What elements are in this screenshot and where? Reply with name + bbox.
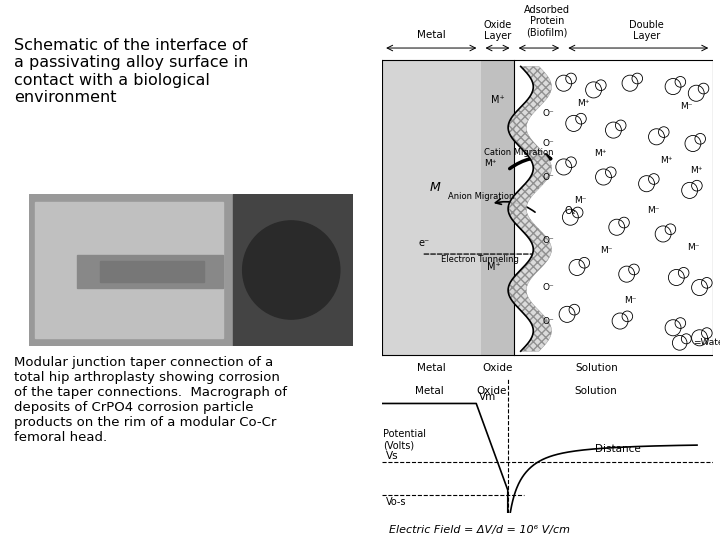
Text: Schematic of the interface of
a passivating alloy surface in
contact with a biol: Schematic of the interface of a passivat… [14, 38, 249, 105]
Text: Double
Layer: Double Layer [629, 20, 664, 42]
Text: Potential
(Volts): Potential (Volts) [383, 429, 426, 450]
Text: Oxide: Oxide [477, 386, 507, 396]
Text: M⁻: M⁻ [680, 102, 693, 111]
Text: Metal: Metal [417, 363, 446, 373]
Text: Modular junction taper connection of a
total hip arthroplasty showing corrosion
: Modular junction taper connection of a t… [14, 356, 287, 444]
Text: Oxide
Layer: Oxide Layer [483, 20, 512, 42]
Text: Cation Migration: Cation Migration [485, 148, 554, 157]
Text: Distance: Distance [595, 444, 641, 455]
Bar [481, 60, 514, 355]
Text: Adsorbed
Protein
(Biofilm): Adsorbed Protein (Biofilm) [524, 5, 570, 38]
Text: M⁺: M⁺ [660, 156, 672, 165]
Text: Vm: Vm [480, 392, 497, 402]
Text: M⁻: M⁻ [574, 196, 587, 205]
Text: O₂: O₂ [564, 206, 576, 215]
Bar [100, 261, 204, 282]
Text: Oxide: Oxide [482, 363, 513, 373]
Text: Electron Tunneling: Electron Tunneling [441, 255, 519, 265]
Polygon shape [508, 66, 552, 351]
Text: Anion Migration: Anion Migration [448, 192, 514, 201]
Text: M⁺: M⁺ [487, 262, 501, 273]
Bar [382, 60, 481, 355]
Text: O⁻: O⁻ [543, 236, 554, 245]
Text: Vo-s: Vo-s [387, 497, 407, 507]
Text: M⁺: M⁺ [485, 159, 497, 168]
Text: M: M [429, 180, 440, 193]
Text: Electric Field = ΔV/d = 10⁶ V/cm: Electric Field = ΔV/d = 10⁶ V/cm [389, 524, 570, 535]
Text: O⁻: O⁻ [543, 283, 554, 292]
Text: Vs: Vs [387, 450, 399, 461]
Ellipse shape [243, 221, 340, 319]
Text: M⁻: M⁻ [600, 246, 613, 255]
Bar [78, 255, 223, 288]
Bar [35, 202, 223, 338]
Text: O⁻: O⁻ [543, 316, 554, 326]
Bar [233, 194, 353, 346]
Text: Metal: Metal [417, 30, 446, 39]
Text: M⁺: M⁺ [594, 149, 606, 158]
Text: Metal: Metal [415, 386, 444, 396]
Text: M⁻: M⁻ [624, 296, 636, 306]
Text: =Water: =Water [693, 339, 720, 347]
Text: M⁺: M⁺ [490, 95, 505, 105]
Text: Solution: Solution [575, 363, 618, 373]
Text: M⁻: M⁻ [647, 206, 660, 215]
Bar [29, 194, 233, 346]
Text: e⁻: e⁻ [418, 238, 429, 248]
Text: Solution: Solution [575, 386, 618, 396]
Text: M⁻: M⁻ [687, 243, 699, 252]
Text: O⁻: O⁻ [543, 172, 554, 181]
Text: M⁺: M⁺ [577, 99, 590, 108]
Text: O⁻: O⁻ [543, 109, 554, 118]
Text: O⁻: O⁻ [543, 139, 554, 148]
Text: M⁺: M⁺ [690, 166, 703, 175]
